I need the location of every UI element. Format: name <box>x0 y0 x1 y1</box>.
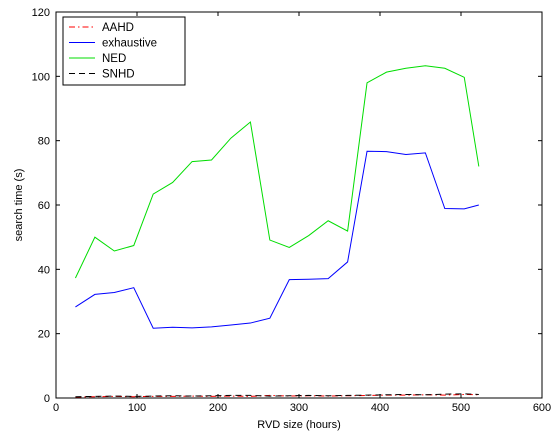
x-tick-label: 600 <box>533 402 551 414</box>
y-axis-label: search time (s) <box>13 169 25 242</box>
series-layer <box>74 65 480 398</box>
y-tick-label: 60 <box>38 200 50 212</box>
x-tick-label: 400 <box>371 402 389 414</box>
x-axis-label: RVD size (hours) <box>257 419 341 431</box>
x-tick-label: 200 <box>209 402 227 414</box>
series-line-exhaustive <box>75 150 479 329</box>
legend-label-exhaustive: exhaustive <box>102 38 157 50</box>
x-tick-label: 500 <box>452 402 470 414</box>
legend-label-aahd: AAHD <box>102 22 134 34</box>
x-axis-ticks: 0 100 200 300 400 500 600 <box>53 12 551 414</box>
y-tick-label: 0 <box>44 393 50 405</box>
y-tick-label: 80 <box>38 136 50 148</box>
legend: AAHD exhaustive NED SNHD <box>62 16 186 86</box>
y-axis-ticks: 0 20 40 60 80 100 120 <box>32 7 542 405</box>
x-tick-label: 0 <box>53 402 59 414</box>
series-line-ned <box>74 65 480 279</box>
x-tick-label: 100 <box>128 402 146 414</box>
y-tick-label: 20 <box>38 329 50 341</box>
series-line-snhd <box>75 393 479 398</box>
legend-label-ned: NED <box>102 53 126 65</box>
x-tick-label: 300 <box>290 402 308 414</box>
y-tick-label: 100 <box>32 71 50 83</box>
y-tick-label: 120 <box>32 7 50 19</box>
legend-label-snhd: SNHD <box>102 69 135 81</box>
y-tick-label: 40 <box>38 264 50 276</box>
